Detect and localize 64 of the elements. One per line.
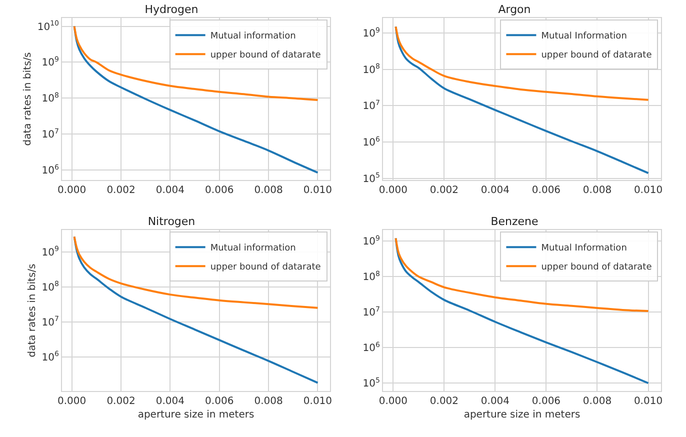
y-tick-label: 10$^{6}$: [362, 340, 381, 354]
y-axis-title: data rates in bits/s: [22, 52, 34, 146]
y-tick-label: 10$^{8}$: [362, 270, 380, 284]
x-tick-label: 0.010: [634, 396, 663, 407]
x-tick-label: 0.002: [106, 396, 136, 407]
x-tick-label: 0.006: [205, 396, 234, 407]
x-tick-label: 0.010: [303, 396, 332, 407]
legend-label: Mutual information: [210, 32, 296, 42]
chart-title: Hydrogen: [144, 3, 198, 16]
x-axis-title: aperture size in meters: [138, 410, 254, 420]
x-tick-label: 0.008: [582, 185, 612, 196]
legend-label: Mutual Information: [541, 32, 627, 42]
y-tick-label: 10$^{9}$: [42, 245, 59, 258]
y-tick-label: 10$^{7}$: [42, 315, 59, 328]
x-tick-label: 0.006: [532, 396, 561, 407]
y-tick-label: 10$^{9}$: [362, 26, 380, 40]
legend-label: upper bound of datarate: [541, 50, 652, 61]
y-tick-label: 10$^{5}$: [362, 376, 380, 390]
legend-label: upper bound of datarate: [210, 262, 322, 273]
y-tick-label: 10$^{8}$: [362, 62, 380, 76]
x-tick-label: 0.002: [430, 396, 459, 407]
x-tick-label: 0.008: [254, 185, 283, 196]
x-tick-label: 0.000: [378, 185, 408, 196]
x-axis-title: aperture size in meters: [464, 410, 580, 420]
y-tick-label: 10$^{10}$: [37, 20, 59, 33]
x-tick-label: 0.000: [58, 396, 86, 407]
legend-label: Mutual Information: [541, 244, 627, 254]
y-tick-label: 10$^{8}$: [42, 280, 59, 294]
x-tick-label: 0.010: [303, 185, 332, 196]
chart-title: Benzene: [490, 215, 539, 228]
y-axis-title: data rates in bits/s: [26, 264, 38, 358]
legend-label: Mutual information: [210, 244, 296, 254]
line-series: [394, 26, 650, 174]
x-tick-label: 0.006: [532, 185, 561, 196]
chart-title: Argon: [498, 3, 531, 16]
x-tick-label: 0.004: [480, 396, 510, 407]
y-tick-label: 10$^{8}$: [42, 91, 59, 105]
legend-label: upper bound of datarate: [210, 50, 322, 61]
y-tick-label: 10$^{9}$: [362, 234, 380, 248]
y-tick-label: 10$^{6}$: [42, 350, 60, 364]
x-tick-label: 0.006: [205, 185, 234, 196]
y-tick-label: 10$^{9}$: [42, 56, 59, 69]
x-tick-label: 0.004: [156, 185, 184, 196]
x-tick-label: 0.008: [254, 396, 283, 407]
y-tick-label: 10$^{7}$: [362, 99, 380, 112]
chart-title: Nitrogen: [148, 215, 196, 228]
line-series: [73, 25, 319, 102]
y-tick-label: 10$^{6}$: [42, 163, 60, 177]
x-tick-label: 0.004: [480, 185, 510, 196]
x-tick-label: 0.000: [378, 396, 408, 407]
x-tick-label: 0.008: [582, 396, 612, 407]
legend-label: upper bound of datarate: [541, 262, 652, 273]
y-tick-label: 10$^{7}$: [362, 305, 380, 319]
line-series: [394, 26, 650, 101]
x-tick-label: 0.002: [106, 185, 136, 196]
x-tick-label: 0.000: [58, 185, 86, 196]
x-tick-label: 0.004: [156, 396, 184, 407]
x-tick-label: 0.002: [430, 185, 459, 196]
y-tick-label: 10$^{5}$: [362, 172, 380, 185]
line-series: [394, 237, 650, 312]
line-series: [73, 236, 319, 309]
x-tick-label: 0.010: [634, 185, 663, 196]
y-tick-label: 10$^{7}$: [42, 127, 59, 141]
y-tick-label: 10$^{6}$: [362, 135, 381, 149]
